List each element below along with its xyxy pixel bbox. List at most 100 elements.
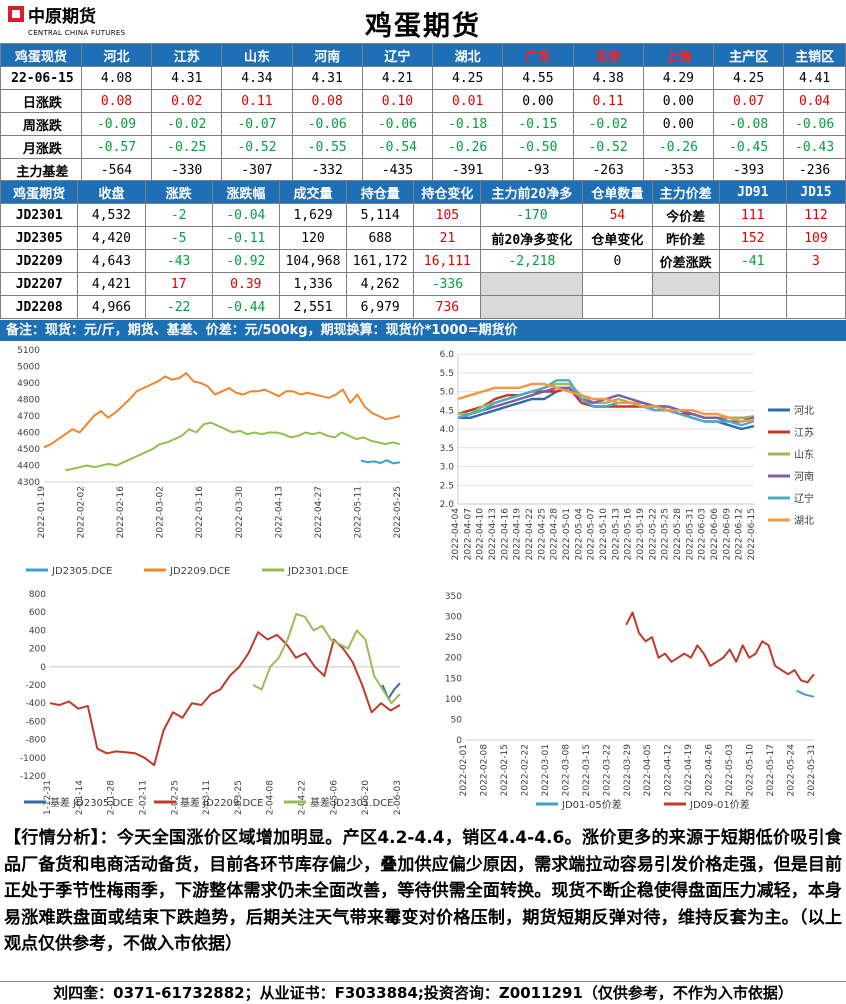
oi-change: -336 <box>413 272 482 296</box>
x-tick-label: 2022-01-28 <box>107 780 117 816</box>
x-tick-label: 2022-06-06 <box>710 508 720 561</box>
change: -22 <box>144 295 213 319</box>
legend-label: 江苏 <box>794 426 814 439</box>
table-row: 周涨跌 -0.09 -0.02 -0.07 -0.06 -0.06 -0.18 -0.15 -0… <box>0 112 846 136</box>
table-row: 日涨跌 0.08 0.02 0.11 0.08 0.10 0.01 0.00 0.11 0.00 0… <box>0 89 846 113</box>
spread-label: 昨价差 <box>651 226 720 250</box>
y-tick-label: 200 <box>445 654 462 664</box>
series-line <box>49 631 401 767</box>
company-logo: 中原期货 CENTRAL CHINA FUTURES <box>8 6 125 37</box>
jd15-value: 109 <box>785 226 846 250</box>
y-tick-label: 200 <box>29 645 46 655</box>
column-header: JD91 <box>718 180 787 204</box>
change: -43 <box>144 249 213 273</box>
x-tick-label: 2022-03-15 <box>582 744 592 796</box>
x-tick-label: 2022-03-16 <box>195 486 205 539</box>
table-cell: 0.02 <box>151 89 223 113</box>
table-cell: -435 <box>361 158 434 182</box>
table-cell: -0.43 <box>783 135 846 159</box>
column-header: 仓单数量 <box>582 180 653 204</box>
table-cell: -0.06 <box>291 112 363 136</box>
y-tick-label: 600 <box>29 608 46 618</box>
volume: 1,336 <box>278 272 348 296</box>
x-tick-label: 2022-04-12 <box>664 744 674 796</box>
change: -5 <box>144 226 213 250</box>
table-cell: 4.08 <box>80 66 153 90</box>
table-cell: 0.08 <box>291 89 363 113</box>
market-analysis: 【行情分析】：今天全国涨价区域增加明显。产区4.2-4.4，销区4.4-4.6。… <box>4 828 842 954</box>
table-cell: 0.08 <box>80 89 153 113</box>
table-cell: 4.31 <box>291 66 363 90</box>
x-tick-label: 2022-02-01 <box>459 744 469 796</box>
column-header: 广东 <box>502 43 574 67</box>
column-header: 持仓量 <box>346 180 415 204</box>
open-interest: 6,979 <box>346 295 415 319</box>
volume: 120 <box>278 226 348 250</box>
table-cell: 4.25 <box>432 66 504 90</box>
empty-cell <box>480 272 584 296</box>
x-tick-label: 2022-05-25 <box>393 486 403 538</box>
legend-label: 山东 <box>794 448 814 461</box>
legend-label: JD01-05价差 <box>561 798 622 811</box>
x-tick-label: 2022-05-13 <box>611 508 621 560</box>
column-header: 鸡蛋现货 <box>0 43 82 67</box>
table-cell: 0.11 <box>221 89 293 113</box>
volume: 1,629 <box>278 203 348 227</box>
y-tick-label: 6.0 <box>440 350 455 360</box>
contract-code: JD2209 <box>0 249 79 273</box>
spread-label: 今价差 <box>651 203 720 227</box>
series-line <box>458 386 755 431</box>
column-header: 主产区 <box>712 43 785 67</box>
column-header: 北京 <box>572 43 644 67</box>
contract-code: JD2301 <box>0 203 79 227</box>
column-header: 成交量 <box>278 180 348 204</box>
table-cell: -391 <box>432 158 504 182</box>
y-tick-label: 0 <box>456 736 462 746</box>
legend-label: 湖北 <box>794 515 814 527</box>
close-price: 4,643 <box>77 249 146 273</box>
empty-cell <box>651 272 720 296</box>
table-cell: -330 <box>151 158 223 182</box>
y-tick-label: 5100 <box>17 346 40 356</box>
volume: 2,551 <box>278 295 348 319</box>
table-cell: 0.00 <box>502 89 574 113</box>
x-tick-label: 2022-02-11 <box>138 780 148 816</box>
y-tick-label: 100 <box>445 695 462 705</box>
table-cell: -564 <box>80 158 153 182</box>
table-cell: 0.07 <box>712 89 785 113</box>
y-tick-label: 250 <box>445 633 462 643</box>
open-interest: 4,262 <box>346 272 415 296</box>
close-price: 4,532 <box>77 203 146 227</box>
net-long-change: -2,218 <box>480 249 584 273</box>
x-tick-label: 2022-05-07 <box>587 508 597 560</box>
empty-cell <box>582 295 653 319</box>
open-interest: 688 <box>346 226 415 250</box>
series-line <box>457 379 755 427</box>
table-cell: -0.07 <box>221 112 293 136</box>
contract-code: JD2305 <box>0 226 79 250</box>
page-title: 鸡蛋期货 <box>365 11 481 42</box>
table-cell: -393 <box>712 158 785 182</box>
jd15-value: 3 <box>785 249 846 273</box>
row-label: 月涨跌 <box>0 135 82 159</box>
empty-cell <box>785 295 846 319</box>
y-tick-label: 4800 <box>17 396 40 406</box>
table-cell: -0.09 <box>80 112 153 136</box>
table-cell: 0.00 <box>642 112 714 136</box>
x-tick-label: 2022-04-26 <box>705 744 715 797</box>
column-header: 山东 <box>221 43 293 67</box>
legend-label: JD2301.DCE <box>287 566 348 577</box>
column-header: 涨跌幅 <box>211 180 280 204</box>
x-tick-label: 2022-04-04 <box>451 508 461 561</box>
y-tick-label: -1200 <box>20 772 46 782</box>
x-tick-label: 2022-06-03 <box>393 780 403 816</box>
x-tick-label: 2022-04-13 <box>488 508 498 560</box>
jd91-value: 111 <box>718 203 787 227</box>
table-cell: -0.25 <box>151 135 223 159</box>
table-row: JD2207 4,421 17 0.39 1,336 4,262 -336 <box>0 272 846 296</box>
x-tick-label: 2022-01-14 <box>75 780 85 816</box>
x-tick-label: 2022-04-16 <box>500 508 510 561</box>
jd91-value: 152 <box>718 226 787 250</box>
table-cell: -0.54 <box>361 135 434 159</box>
x-tick-label: 2022-03-01 <box>541 744 551 796</box>
